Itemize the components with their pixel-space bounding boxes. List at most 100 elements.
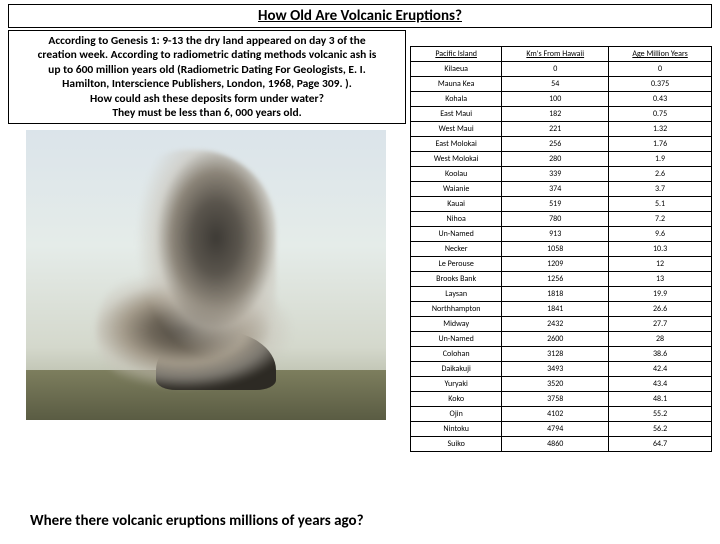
table-cell: 2600 bbox=[502, 332, 609, 347]
table-row: Nintoku479456.2 bbox=[411, 422, 712, 437]
table-cell: Ojin bbox=[411, 407, 502, 422]
table-row: Un-Named260028 bbox=[411, 332, 712, 347]
table-cell: Un-Named bbox=[411, 332, 502, 347]
table-cell: 5.1 bbox=[609, 197, 712, 212]
table-cell: 2432 bbox=[502, 317, 609, 332]
table-cell: 0 bbox=[609, 62, 712, 77]
table-cell: 1209 bbox=[502, 257, 609, 272]
table-cell: West Maui bbox=[411, 122, 502, 137]
table-cell: 55.2 bbox=[609, 407, 712, 422]
table-row: Yuryaki352043.4 bbox=[411, 377, 712, 392]
table-cell: Nihoa bbox=[411, 212, 502, 227]
table-cell: 780 bbox=[502, 212, 609, 227]
table-cell: Nintoku bbox=[411, 422, 502, 437]
table-cell: Yuryaki bbox=[411, 377, 502, 392]
table-cell: 56.2 bbox=[609, 422, 712, 437]
table-header-row: Pacific Island Km's From Hawaii Age Mill… bbox=[411, 47, 712, 62]
photo-ash-plume bbox=[126, 150, 276, 370]
table-cell: 339 bbox=[502, 167, 609, 182]
table-cell: Koko bbox=[411, 392, 502, 407]
table-cell: 4794 bbox=[502, 422, 609, 437]
table-cell: 221 bbox=[502, 122, 609, 137]
table-row: Kilaeua00 bbox=[411, 62, 712, 77]
table-cell: 0.375 bbox=[609, 77, 712, 92]
table-cell: 280 bbox=[502, 152, 609, 167]
table-cell: 48.1 bbox=[609, 392, 712, 407]
table-cell: Suiko bbox=[411, 437, 502, 452]
col-header-age: Age Million Years bbox=[609, 47, 712, 62]
intro-line: Hamilton, Interscience Publishers, Londo… bbox=[62, 77, 352, 91]
table-cell: 1818 bbox=[502, 287, 609, 302]
table-cell: Kohala bbox=[411, 92, 502, 107]
table-cell: 3493 bbox=[502, 362, 609, 377]
table-row: Un-Named9139.6 bbox=[411, 227, 712, 242]
volcano-photo bbox=[26, 130, 386, 420]
table-cell: Daikakuji bbox=[411, 362, 502, 377]
right-column: Pacific Island Km's From Hawaii Age Mill… bbox=[410, 30, 712, 452]
table-cell: 64.7 bbox=[609, 437, 712, 452]
table-cell: Colohan bbox=[411, 347, 502, 362]
table-row: Laysan181819.9 bbox=[411, 287, 712, 302]
table-cell: 28 bbox=[609, 332, 712, 347]
table-cell: 0.75 bbox=[609, 107, 712, 122]
table-cell: East Maui bbox=[411, 107, 502, 122]
table-row: Koko375848.1 bbox=[411, 392, 712, 407]
table-cell: 3.7 bbox=[609, 182, 712, 197]
intro-line: According to Genesis 1: 9-13 the dry lan… bbox=[48, 34, 365, 48]
col-header-island: Pacific Island bbox=[411, 47, 502, 62]
table-cell: Le Perouse bbox=[411, 257, 502, 272]
table-row: Kauai5195.1 bbox=[411, 197, 712, 212]
table-row: Daikakuji349342.4 bbox=[411, 362, 712, 377]
table-cell: 374 bbox=[502, 182, 609, 197]
table-cell: Laysan bbox=[411, 287, 502, 302]
table-row: East Maui1820.75 bbox=[411, 107, 712, 122]
col-header-km: Km's From Hawaii bbox=[502, 47, 609, 62]
table-cell: 519 bbox=[502, 197, 609, 212]
table-cell: West Molokai bbox=[411, 152, 502, 167]
table-cell: Kauai bbox=[411, 197, 502, 212]
table-cell: 43.4 bbox=[609, 377, 712, 392]
intro-line: creation week. According to radiometric … bbox=[38, 48, 377, 62]
table-row: Necker105810.3 bbox=[411, 242, 712, 257]
table-cell: 100 bbox=[502, 92, 609, 107]
table-cell: Northhampton bbox=[411, 302, 502, 317]
table-cell: Mauna Kea bbox=[411, 77, 502, 92]
table-cell: Kilaeua bbox=[411, 62, 502, 77]
table-row: Waianie3743.7 bbox=[411, 182, 712, 197]
intro-line: How could ash these deposits form under … bbox=[90, 92, 324, 106]
table-row: West Maui2211.32 bbox=[411, 122, 712, 137]
table-row: Le Perouse120912 bbox=[411, 257, 712, 272]
table-cell: 1.32 bbox=[609, 122, 712, 137]
table-row: Koolau3392.6 bbox=[411, 167, 712, 182]
table-cell: 1.76 bbox=[609, 137, 712, 152]
table-cell: 9.6 bbox=[609, 227, 712, 242]
table-cell: 182 bbox=[502, 107, 609, 122]
table-row: Brooks Bank125613 bbox=[411, 272, 712, 287]
table-cell: 3520 bbox=[502, 377, 609, 392]
intro-line: They must be less than 6, 000 years old. bbox=[112, 106, 301, 120]
table-cell: 1058 bbox=[502, 242, 609, 257]
table-row: West Molokai2801.9 bbox=[411, 152, 712, 167]
table-row: Mauna Kea540.375 bbox=[411, 77, 712, 92]
table-cell: 38.6 bbox=[609, 347, 712, 362]
table-cell: 256 bbox=[502, 137, 609, 152]
intro-text-box: According to Genesis 1: 9-13 the dry lan… bbox=[8, 30, 406, 124]
table-cell: Un-Named bbox=[411, 227, 502, 242]
table-cell: Brooks Bank bbox=[411, 272, 502, 287]
table-cell: 54 bbox=[502, 77, 609, 92]
table-row: East Molokai2561.76 bbox=[411, 137, 712, 152]
table-cell: 42.4 bbox=[609, 362, 712, 377]
page-title: How Old Are Volcanic Eruptions? bbox=[8, 4, 712, 28]
table-cell: Necker bbox=[411, 242, 502, 257]
table-cell: 3128 bbox=[502, 347, 609, 362]
table-cell: 27.7 bbox=[609, 317, 712, 332]
bottom-question: Where there volcanic eruptions millions … bbox=[30, 512, 364, 530]
table-row: Nihoa7807.2 bbox=[411, 212, 712, 227]
table-cell: 4860 bbox=[502, 437, 609, 452]
island-age-table: Pacific Island Km's From Hawaii Age Mill… bbox=[410, 46, 712, 452]
table-row: Colohan312838.6 bbox=[411, 347, 712, 362]
table-row: Suiko486064.7 bbox=[411, 437, 712, 452]
table-cell: 1.9 bbox=[609, 152, 712, 167]
table-cell: 1841 bbox=[502, 302, 609, 317]
table-cell: Waianie bbox=[411, 182, 502, 197]
